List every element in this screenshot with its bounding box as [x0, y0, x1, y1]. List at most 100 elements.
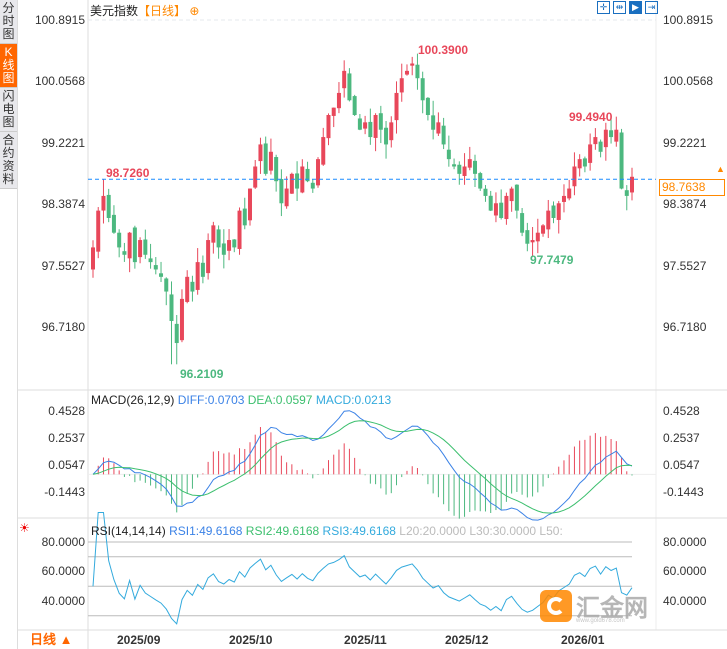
- tab-flash[interactable]: 闪电图: [0, 88, 17, 132]
- macd-title: MACD(26,12,9): [91, 393, 175, 407]
- candle-body: [462, 166, 467, 176]
- current-price-label: 98.7638: [659, 179, 725, 196]
- candle-body: [295, 173, 300, 189]
- candle-body: [211, 225, 216, 243]
- candle-body: [174, 323, 179, 344]
- price-tick-right: 96.7180: [663, 320, 707, 334]
- price-tick-left: 100.0568: [34, 74, 85, 88]
- macd-tick-left: -0.1443: [44, 485, 85, 499]
- rsi2-value: RSI2:49.6168: [245, 524, 320, 538]
- low-label: 96.2109: [180, 367, 224, 381]
- price-tick-right: 100.0568: [663, 74, 714, 88]
- candle-body: [117, 232, 122, 248]
- price-tick-right: 100.8915: [663, 13, 714, 27]
- candle-body: [384, 127, 389, 145]
- candle-body: [106, 194, 111, 218]
- candle-body: [514, 184, 519, 211]
- x-tick: 2026/01: [561, 633, 605, 647]
- candle-body: [227, 240, 232, 251]
- candle-body: [274, 157, 279, 182]
- circle-plus-icon[interactable]: ⊕: [186, 4, 200, 18]
- candle-body: [159, 273, 164, 277]
- candle-body: [619, 132, 624, 189]
- rsi-tick-right: 40.0000: [663, 594, 707, 608]
- candle-body: [185, 276, 190, 302]
- candle-body: [630, 176, 634, 193]
- high-label: 100.3900: [418, 43, 469, 57]
- candle-body: [101, 195, 106, 211]
- rsi3-value: RSI3:49.6168: [322, 524, 396, 538]
- candle-body: [446, 149, 451, 160]
- macd-diff: DIFF:0.0703: [177, 393, 245, 407]
- candle-body: [321, 137, 326, 165]
- candle-body: [268, 151, 273, 171]
- candle-body: [520, 213, 525, 233]
- range-icon[interactable]: ⇹: [613, 1, 626, 14]
- candle-body: [305, 168, 310, 182]
- candle-body: [493, 203, 498, 216]
- candle-body: [122, 251, 127, 255]
- candle-body: [530, 240, 535, 243]
- period-button[interactable]: 日线 ▲: [30, 632, 73, 647]
- candle-body: [310, 182, 315, 189]
- rsi-tick-left: 60.0000: [41, 564, 85, 578]
- candle-body: [593, 137, 598, 145]
- rsi-title: RSI(14,14,14): [91, 524, 166, 538]
- candle-body: [452, 164, 457, 167]
- candle-body: [237, 210, 242, 249]
- candle-body: [195, 262, 200, 290]
- candle-body: [164, 278, 169, 292]
- tab-kline[interactable]: K线图: [0, 44, 17, 88]
- candle-body: [614, 129, 619, 142]
- candle-body: [127, 232, 132, 259]
- candle-body: [509, 188, 514, 202]
- candle-body: [546, 210, 551, 230]
- tab-timeshare[interactable]: 分时图: [0, 0, 17, 44]
- candle-body: [567, 188, 572, 199]
- candle-body: [420, 78, 425, 101]
- rsi-tick-right: 80.0000: [663, 535, 707, 549]
- price-tick-left: 96.7180: [41, 320, 85, 334]
- play-icon[interactable]: ▶: [629, 1, 642, 14]
- macd-tick-right: -0.1443: [663, 485, 704, 499]
- tab-contract-info[interactable]: 合约资料: [0, 132, 17, 189]
- candle-body: [300, 166, 305, 193]
- candle-body: [352, 96, 357, 116]
- dea-line: [92, 420, 633, 514]
- up-arrow-icon: ▲: [716, 164, 725, 174]
- rsi-tick-left: 80.0000: [41, 535, 85, 549]
- l20-value: L20:20.0000: [399, 524, 466, 538]
- candle-body: [216, 229, 221, 248]
- price-tick-right: 98.3874: [663, 197, 707, 211]
- candle-body: [394, 92, 399, 121]
- candle-body: [373, 115, 378, 138]
- candle-body: [609, 130, 614, 138]
- candle-body: [342, 70, 347, 89]
- macd-tick-right: 0.0547: [663, 458, 700, 472]
- macd-tick-left: 0.4528: [48, 404, 85, 418]
- candle-body: [179, 298, 184, 341]
- jump-end-icon[interactable]: ⇥: [645, 1, 658, 14]
- settings-sun-icon[interactable]: ☀: [19, 521, 30, 535]
- candle-body: [572, 166, 577, 187]
- candle-body: [404, 70, 409, 75]
- candle-body: [473, 160, 478, 174]
- candle-body: [279, 179, 284, 204]
- sidebar: 分时图 K线图 闪电图 合约资料: [0, 0, 18, 649]
- candle-body: [289, 173, 294, 194]
- candle-body: [551, 205, 556, 218]
- candle-body: [96, 210, 101, 252]
- header-title: 美元指数【日线】 ⊕: [90, 2, 199, 19]
- x-tick: 2025/10: [229, 633, 273, 647]
- candle-body: [504, 195, 509, 220]
- macd-dea: DEA:0.0597: [247, 393, 313, 407]
- candle-body: [541, 225, 546, 234]
- candle-body: [190, 281, 195, 292]
- rsi1-value: RSI1:49.6168: [169, 524, 243, 538]
- macd-tick-left: 0.0547: [48, 458, 85, 472]
- prev-price-label: 98.7260: [106, 166, 150, 180]
- crosshair-icon[interactable]: ✛: [597, 1, 610, 14]
- candle-body: [132, 227, 137, 263]
- candle-body: [347, 73, 352, 101]
